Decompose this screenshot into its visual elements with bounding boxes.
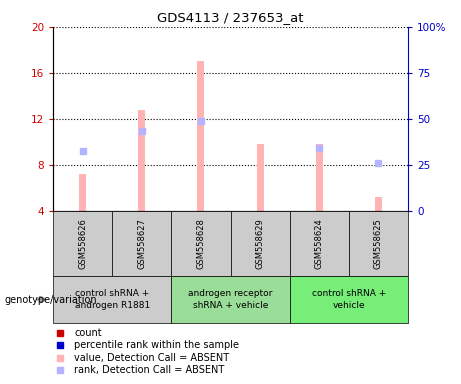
Bar xyxy=(256,144,264,211)
Bar xyxy=(53,211,112,276)
Text: GSM558624: GSM558624 xyxy=(315,218,324,269)
Bar xyxy=(112,211,171,276)
Text: value, Detection Call = ABSENT: value, Detection Call = ABSENT xyxy=(74,353,230,362)
Text: GSM558625: GSM558625 xyxy=(374,218,383,269)
Text: percentile rank within the sample: percentile rank within the sample xyxy=(74,340,239,350)
Bar xyxy=(290,276,408,323)
Bar xyxy=(375,197,382,211)
Title: GDS4113 / 237653_at: GDS4113 / 237653_at xyxy=(157,11,304,24)
Text: control shRNA +
vehicle: control shRNA + vehicle xyxy=(312,289,386,310)
Text: control shRNA +
androgen R1881: control shRNA + androgen R1881 xyxy=(75,289,150,310)
Text: rank, Detection Call = ABSENT: rank, Detection Call = ABSENT xyxy=(74,365,225,375)
Text: GSM558627: GSM558627 xyxy=(137,218,146,269)
Bar xyxy=(290,211,349,276)
Text: GSM558628: GSM558628 xyxy=(196,218,206,269)
Bar xyxy=(197,61,205,211)
Text: GSM558629: GSM558629 xyxy=(255,218,265,269)
Bar xyxy=(171,276,290,323)
Bar xyxy=(79,174,86,211)
Text: count: count xyxy=(74,328,102,338)
Bar xyxy=(171,211,230,276)
Text: GSM558626: GSM558626 xyxy=(78,218,87,269)
Text: genotype/variation: genotype/variation xyxy=(5,295,97,305)
Text: androgen receptor
shRNA + vehicle: androgen receptor shRNA + vehicle xyxy=(188,289,273,310)
Bar xyxy=(53,276,171,323)
Bar xyxy=(349,211,408,276)
Bar xyxy=(138,110,145,211)
Bar xyxy=(230,211,290,276)
Bar xyxy=(316,144,323,211)
